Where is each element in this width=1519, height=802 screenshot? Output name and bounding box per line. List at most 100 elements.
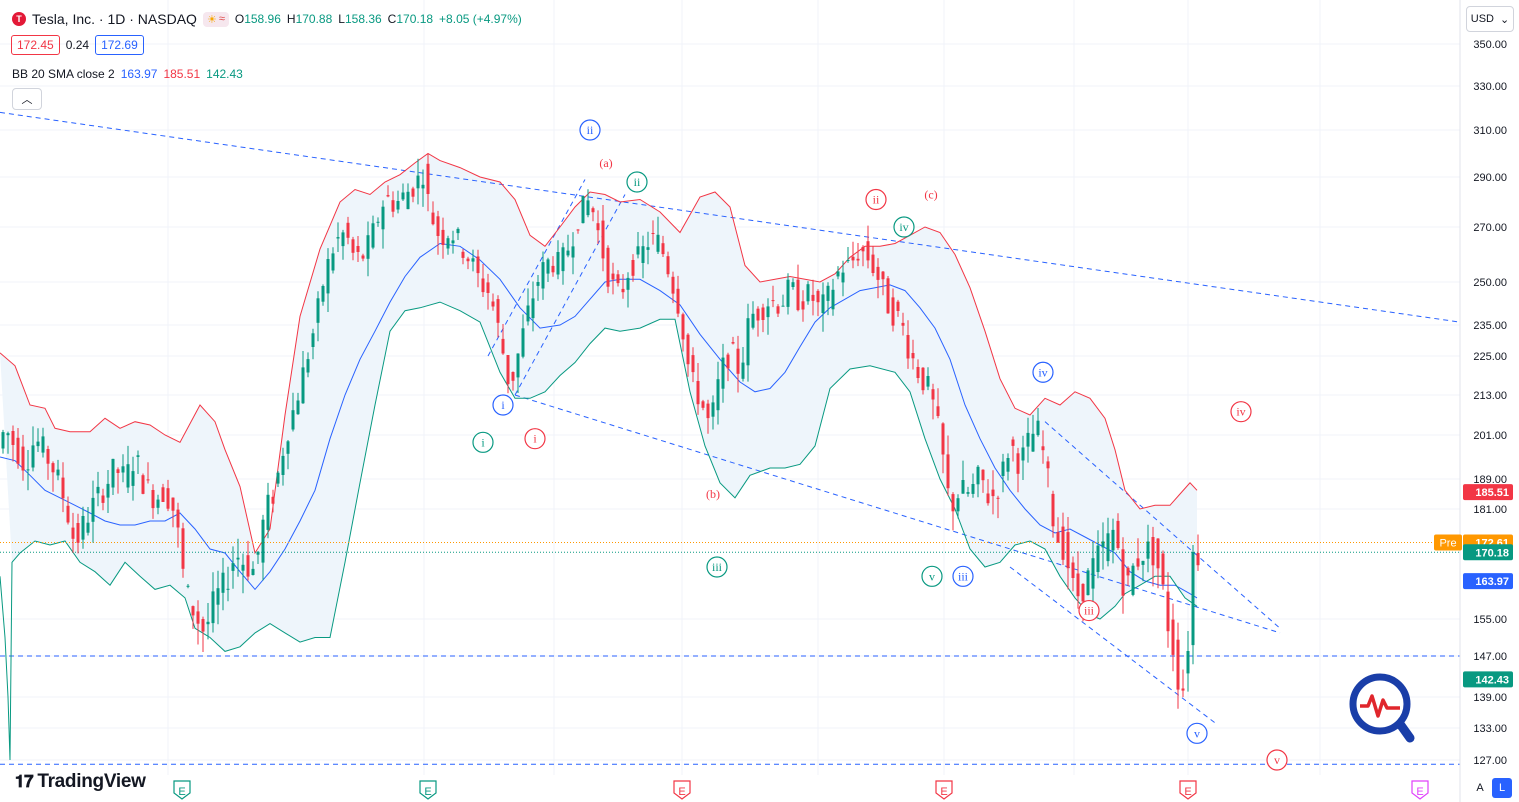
candle-body bbox=[616, 274, 620, 284]
auto-scale-button[interactable]: A bbox=[1476, 782, 1484, 794]
wave-label-circle bbox=[893, 216, 915, 238]
candle-body bbox=[276, 472, 280, 484]
wave-label: v bbox=[1266, 749, 1288, 771]
candle-body bbox=[256, 551, 260, 555]
market-status-badges[interactable]: ☀ ≈ bbox=[202, 11, 229, 27]
earnings-marker[interactable]: E bbox=[1411, 780, 1429, 800]
candle-body bbox=[1056, 532, 1060, 543]
wave-label: (a) bbox=[599, 156, 612, 170]
candle-body bbox=[176, 509, 180, 528]
buy-price-button[interactable]: 172.69 bbox=[95, 35, 144, 55]
currency-selector[interactable]: USD ⌄ bbox=[1466, 6, 1514, 32]
price-tick-label: 213.00 bbox=[1473, 390, 1507, 402]
candle-body bbox=[181, 528, 185, 569]
candle-body bbox=[1166, 591, 1170, 632]
candle-body bbox=[81, 516, 85, 540]
candle-body bbox=[1136, 558, 1140, 567]
wave-label-circle bbox=[1230, 401, 1252, 423]
earnings-marker[interactable]: E bbox=[419, 780, 437, 800]
candle-body bbox=[1131, 565, 1135, 595]
candle-body bbox=[621, 288, 625, 293]
candle-body bbox=[901, 322, 905, 326]
candle-body bbox=[841, 272, 845, 283]
wave-label-circle bbox=[1266, 749, 1288, 771]
trendline bbox=[0, 111, 1461, 323]
earnings-marker[interactable]: E bbox=[673, 780, 691, 800]
price-label-text: 163.97 bbox=[1475, 576, 1509, 588]
wave-label: iv bbox=[1032, 361, 1054, 383]
candle-body bbox=[186, 585, 190, 587]
candle-body bbox=[611, 273, 615, 280]
sell-price-button[interactable]: 172.45 bbox=[11, 35, 60, 55]
candle-body bbox=[321, 286, 325, 302]
candle-body bbox=[1126, 567, 1130, 576]
candle-body bbox=[6, 433, 10, 436]
earnings-marker[interactable]: E bbox=[1179, 780, 1197, 800]
candle-body bbox=[326, 259, 330, 294]
candle-body bbox=[556, 252, 560, 275]
tradingview-logo[interactable]: 𝟏𝟕 TradingView bbox=[15, 771, 146, 793]
wave-label: v bbox=[1186, 722, 1208, 744]
candle-body bbox=[1141, 560, 1145, 565]
candle-body bbox=[1151, 537, 1155, 566]
candle-body bbox=[1051, 493, 1055, 527]
candle-body bbox=[1106, 533, 1110, 562]
open-value: 158.96 bbox=[244, 12, 281, 26]
earnings-marker-shape bbox=[419, 780, 437, 800]
candle-body bbox=[961, 480, 965, 494]
trendline bbox=[1044, 421, 1281, 629]
candle-body bbox=[1086, 570, 1090, 596]
symbol-header: T Tesla, Inc. · 1D · NASDAQ ☀ ≈ O158.96 H… bbox=[12, 9, 522, 29]
wave-label-text: i bbox=[481, 435, 485, 449]
candle-body bbox=[121, 466, 125, 473]
collapse-legend-button[interactable]: ︿ bbox=[12, 88, 42, 110]
price-tick-label: 155.00 bbox=[1473, 614, 1507, 626]
candle-body bbox=[646, 247, 650, 250]
candle-body bbox=[1091, 558, 1095, 589]
wave-label-text: (a) bbox=[599, 156, 612, 170]
candle-body bbox=[1156, 538, 1160, 569]
candle-body bbox=[581, 196, 585, 224]
earnings-marker[interactable]: E bbox=[935, 780, 953, 800]
candle-body bbox=[981, 469, 985, 481]
candle-body bbox=[241, 564, 245, 571]
log-scale-button[interactable]: L bbox=[1492, 778, 1512, 798]
price-label-bg bbox=[1463, 573, 1513, 590]
price-tick-label: 270.00 bbox=[1473, 222, 1507, 234]
candle-body bbox=[806, 284, 810, 302]
indicator-name: BB 20 SMA close 2 bbox=[12, 67, 115, 81]
wave-label-text: (b) bbox=[706, 487, 720, 501]
candle-body bbox=[1081, 583, 1085, 602]
indicator-legend[interactable]: BB 20 SMA close 2 163.97 185.51 142.43 bbox=[12, 67, 243, 81]
candle-body bbox=[906, 335, 910, 359]
wave-label-text: v bbox=[1194, 726, 1200, 740]
candle-body bbox=[331, 253, 335, 271]
wave-label-circle bbox=[626, 171, 648, 193]
candle-body bbox=[311, 333, 315, 347]
price-level-lines bbox=[0, 542, 1460, 553]
wave-label-text: ii bbox=[587, 123, 594, 137]
wave-label-text: v bbox=[929, 569, 935, 583]
candle-body bbox=[1061, 526, 1065, 560]
candle-body bbox=[131, 471, 135, 486]
candle-body bbox=[1181, 688, 1185, 691]
earnings-marker-text: E bbox=[1416, 786, 1423, 798]
candle-body bbox=[171, 497, 175, 511]
symbol-title[interactable]: Tesla, Inc. · 1D · NASDAQ bbox=[32, 11, 197, 27]
candle-body bbox=[386, 195, 390, 197]
candle-body bbox=[586, 200, 590, 216]
candle-body bbox=[446, 238, 450, 249]
candle-body bbox=[266, 494, 270, 530]
candle-body bbox=[896, 301, 900, 311]
candle-body bbox=[661, 243, 665, 255]
earnings-marker[interactable]: E bbox=[173, 780, 191, 800]
wave-label-circle bbox=[579, 119, 601, 141]
candle-body bbox=[36, 441, 40, 447]
candle-body bbox=[261, 519, 265, 563]
candle-body bbox=[941, 423, 945, 455]
candle-body bbox=[106, 483, 110, 498]
candle-body bbox=[751, 313, 755, 328]
earnings-marker-shape bbox=[1179, 780, 1197, 800]
